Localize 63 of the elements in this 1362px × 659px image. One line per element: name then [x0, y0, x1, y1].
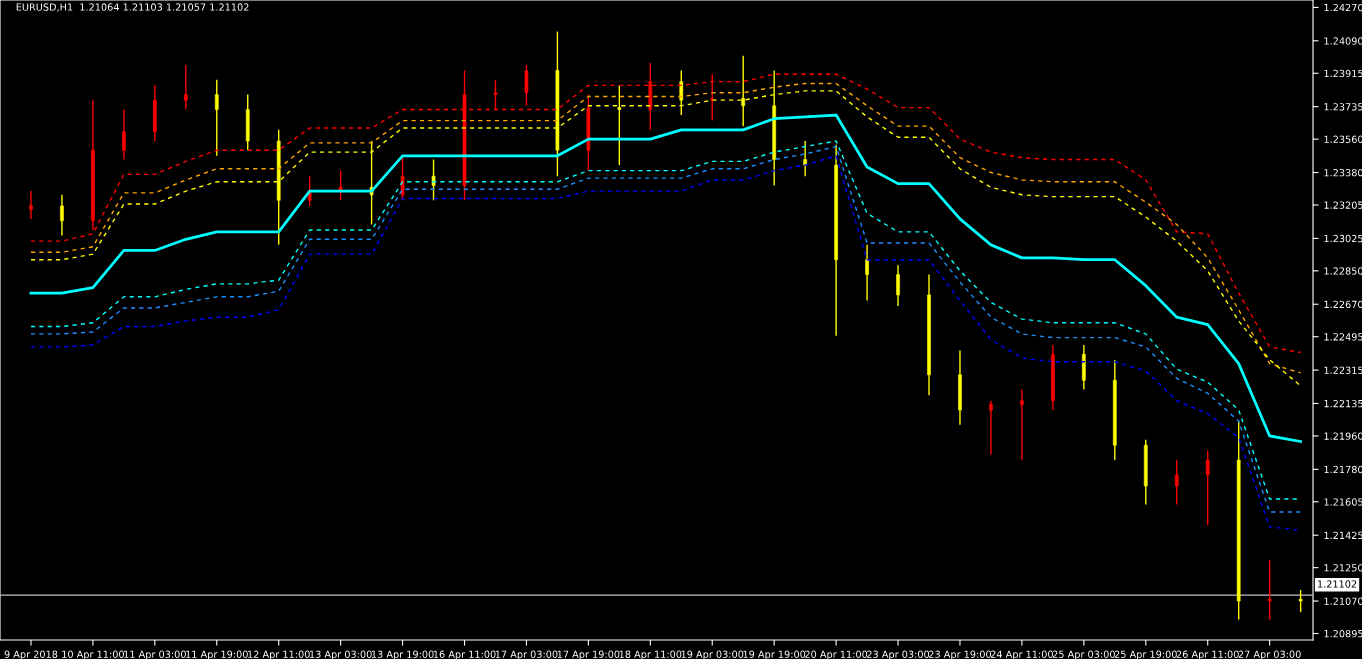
x-tick-label: 20 Apr 11:00 — [805, 650, 868, 659]
y-tick-label: 1.21960 — [1324, 432, 1362, 440]
candlestick — [1267, 559, 1272, 621]
y-tick-label: 1.21605 — [1324, 498, 1362, 506]
y-tick-label: 1.23915 — [1324, 69, 1362, 78]
candlestick — [60, 194, 64, 237]
y-tick-label: 1.20895 — [1324, 629, 1362, 638]
y-tick-label: 1.23025 — [1324, 234, 1362, 243]
candlestick — [307, 175, 312, 207]
candlestick — [338, 169, 343, 202]
y-tick-label: 1.21425 — [1324, 531, 1362, 540]
y-tick-label: 1.21250 — [1324, 564, 1362, 572]
line-series — [29, 113, 1302, 443]
ref-line-label: 1.21102 — [1318, 580, 1357, 588]
candlestick — [524, 64, 529, 107]
candlestick — [989, 400, 993, 456]
x-tick-label: 25 Apr 19:00 — [1114, 650, 1177, 659]
x-tick-label: 17 Apr 19:00 — [557, 650, 620, 659]
y-tick-label: 1.22850 — [1324, 267, 1362, 275]
x-tick-label: 11 Apr 03:00 — [124, 650, 186, 659]
candlestick — [1205, 450, 1210, 526]
y-tick-label: 1.23205 — [1324, 201, 1362, 209]
x-tick-label: 16 Apr 11:00 — [433, 650, 496, 659]
chart-title: EURUSD,H1 1.21064 1.21103 1.21057 1.21102 — [16, 3, 249, 12]
candlestick — [431, 158, 436, 202]
x-tick-label: 26 Apr 11:00 — [1176, 650, 1239, 659]
x-tick-label: 19 Apr 19:00 — [743, 650, 806, 659]
y-tick-label: 1.21070 — [1324, 597, 1362, 605]
x-tick-label: 18 Apr 11:00 — [619, 650, 682, 659]
y-tick-label: 1.23560 — [1324, 135, 1362, 143]
y-tick-label: 1.22315 — [1324, 366, 1362, 374]
candlestick — [29, 190, 33, 220]
x-tick-label: 13 Apr 03:00 — [310, 650, 372, 659]
x-tick-label: 23 Apr 19:00 — [928, 650, 992, 659]
candlestick — [803, 140, 807, 177]
x-tick-label: 9 Apr 2018 — [4, 650, 58, 659]
candlestick — [1298, 589, 1303, 613]
y-tick-label: 1.22495 — [1324, 333, 1362, 341]
candlestick — [1020, 388, 1024, 461]
candlestick — [1174, 459, 1179, 506]
candlestick — [183, 64, 188, 111]
y-tick-label: 1.24270 — [1324, 3, 1362, 12]
y-tick-label: 1.22135 — [1324, 399, 1362, 408]
y-tick-label: 1.23380 — [1324, 169, 1362, 177]
y-tick-label: 1.24090 — [1324, 37, 1362, 45]
x-tick-label: 23 Apr 03:00 — [867, 650, 930, 659]
y-tick-label: 1.23735 — [1324, 103, 1362, 111]
candlestick — [896, 264, 900, 307]
x-tick-label: 13 Apr 19:00 — [371, 650, 434, 659]
x-tick-label: 19 Apr 03:00 — [681, 650, 744, 659]
candlestick — [214, 79, 219, 157]
x-tick-label: 25 Apr 03:00 — [1052, 650, 1115, 659]
x-tick-label: 10 Apr 11:00 — [62, 650, 124, 659]
candlestick — [865, 244, 869, 302]
y-tick-label: 1.21780 — [1324, 465, 1362, 474]
x-tick-label: 17 Apr 03:00 — [495, 650, 558, 659]
x-tick-label: 12 Apr 11:00 — [248, 650, 310, 659]
candlestick — [493, 79, 498, 111]
x-tick-label: 27 Apr 03:00 — [1238, 650, 1301, 659]
y-tick-label: 1.22670 — [1324, 300, 1362, 309]
candlestick — [122, 108, 126, 161]
x-tick-label: 11 Apr 19:00 — [186, 650, 248, 659]
x-tick-label: 24 Apr 11:00 — [990, 650, 1053, 659]
